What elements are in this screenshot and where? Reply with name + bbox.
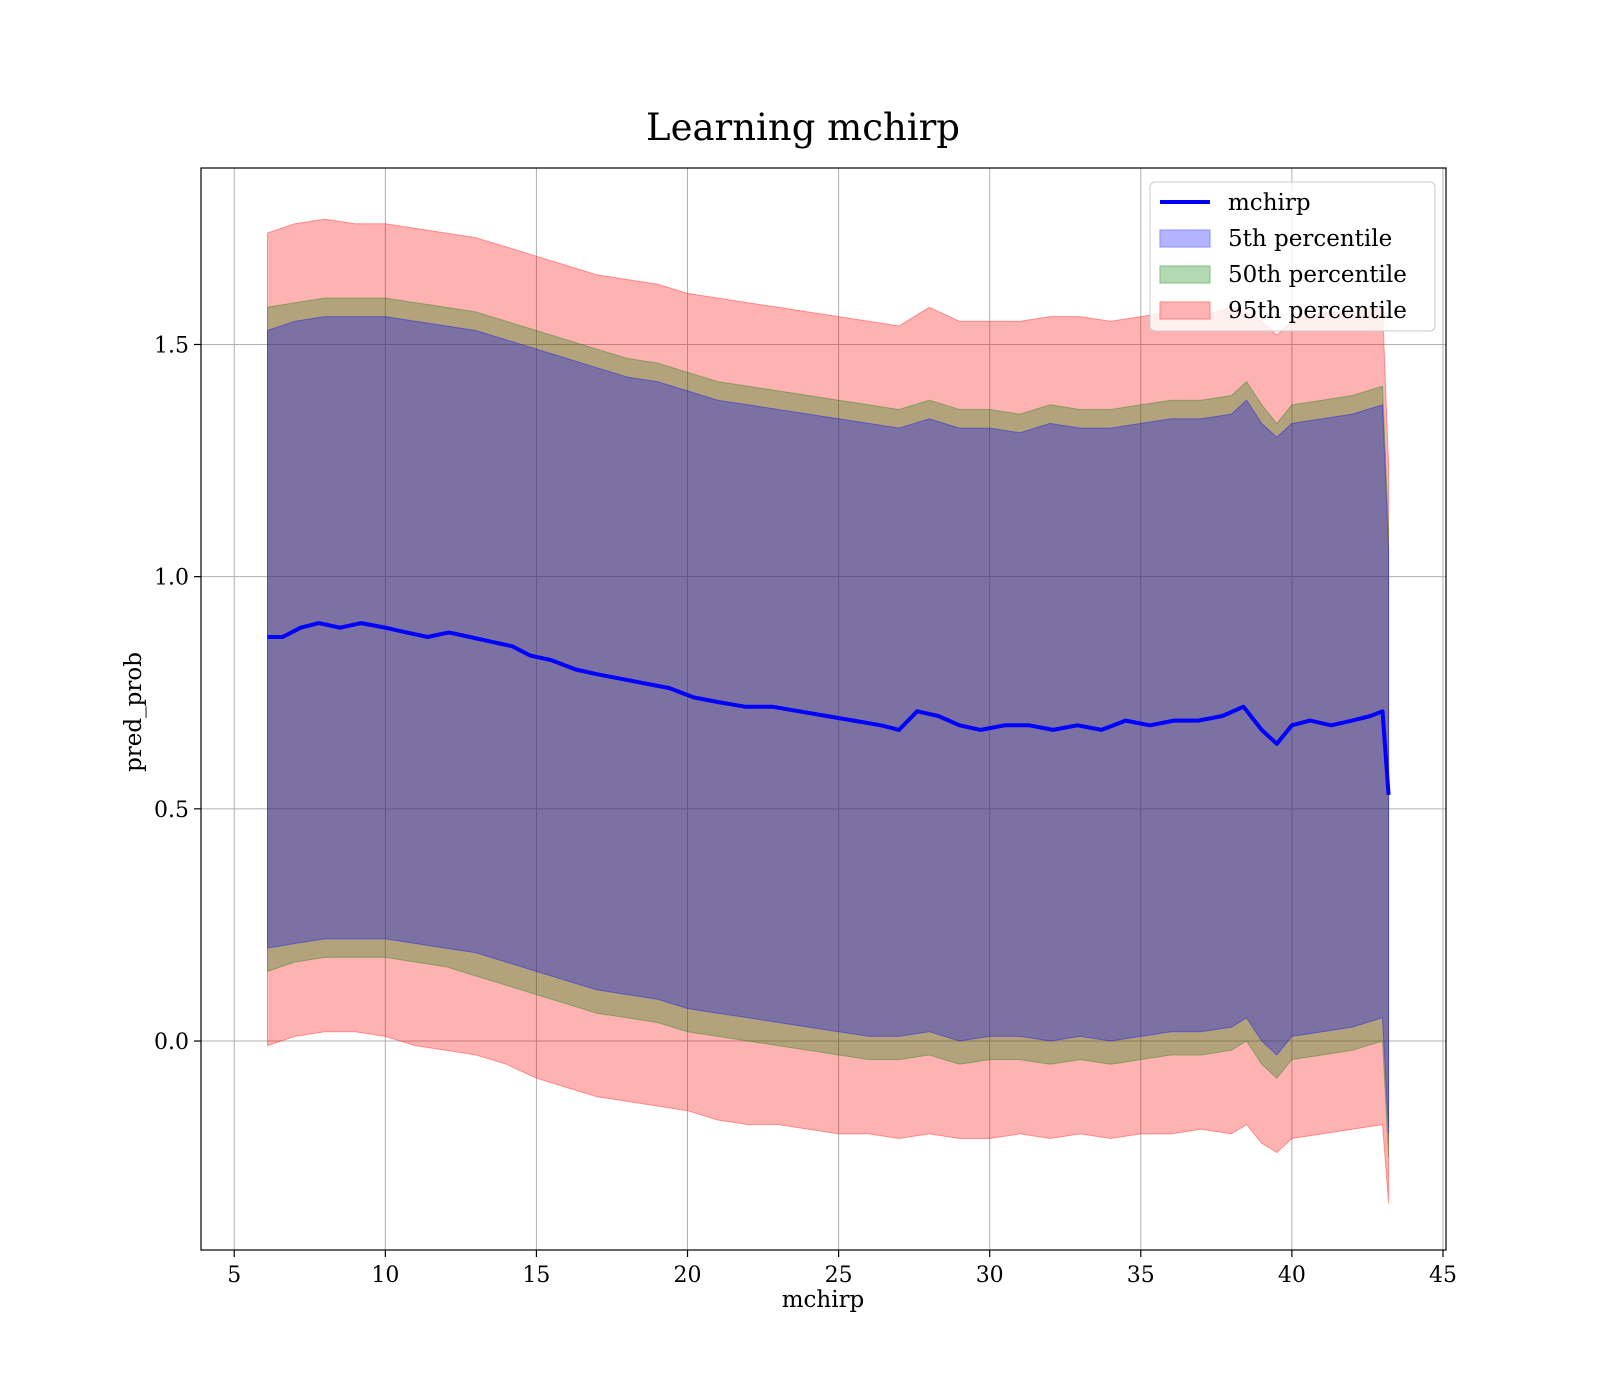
y-tick-label: 0.5 [154, 798, 189, 823]
x-tick-label: 45 [1429, 1263, 1457, 1288]
axes-frame [200, 167, 1447, 1251]
x-tick-label: 35 [1127, 1263, 1155, 1288]
band-5th-percentile [267, 316, 1390, 1134]
legend-label: 5th percentile [1228, 226, 1392, 252]
legend-label: 50th percentile [1228, 262, 1407, 288]
legend-swatch-patch [1159, 301, 1211, 320]
x-tick-label: 30 [976, 1263, 1004, 1288]
x-axis-label: mchirp [782, 1287, 865, 1313]
legend-swatch-patch [1159, 265, 1211, 284]
chart-title: Learning mchirp [646, 106, 960, 149]
y-tick-label: 0.0 [154, 1030, 189, 1055]
x-tick-label: 10 [371, 1263, 399, 1288]
x-tick-label: 25 [825, 1263, 853, 1288]
band-50th-percentile [267, 297, 1390, 1158]
y-axis-label: pred_prob [121, 652, 147, 772]
legend-swatch-patch [1159, 229, 1211, 248]
legend-box [1149, 181, 1436, 332]
plot-area: 5 10 15 20 25 30 35 40 45 0.0 0.5 1.0 1.5 [154, 167, 1457, 1288]
legend: mchirp 5th percentile 50th percentile 95th … [1149, 181, 1436, 332]
x-tick-label: 5 [227, 1263, 241, 1288]
x-tick-label: 20 [674, 1263, 702, 1288]
series-line-mchirp [267, 621, 1391, 796]
legend-label: mchirp [1228, 190, 1311, 216]
band-95th-percentile [267, 218, 1390, 1204]
x-tick-label: 40 [1278, 1263, 1306, 1288]
x-tick-label: 15 [522, 1263, 550, 1288]
legend-label: 95th percentile [1228, 298, 1407, 324]
y-tick-label: 1.0 [154, 566, 189, 591]
y-tick-label: 1.5 [154, 333, 189, 358]
